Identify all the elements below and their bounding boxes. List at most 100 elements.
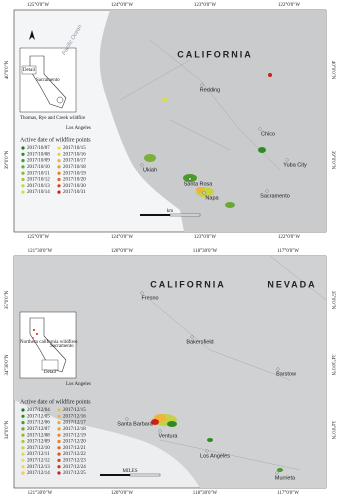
legend-label: 2017/10/07: [27, 146, 50, 151]
city-marker: [200, 83, 204, 87]
legend-swatch: [21, 421, 25, 425]
inset-state: [29, 317, 67, 373]
place-label: Ventura: [159, 433, 179, 439]
legend-swatch: [57, 177, 61, 182]
city-marker: [285, 158, 289, 162]
legend-swatch: [57, 439, 61, 444]
legend-label: 2017/10/31: [63, 190, 86, 195]
inset-detail: Detail: [44, 370, 57, 375]
longitude-label: 125°0'0"W: [27, 235, 49, 240]
inset-detail-box: [41, 359, 59, 371]
city-marker: [202, 191, 206, 195]
inset-marker: [56, 96, 64, 104]
legend-swatch: [21, 414, 25, 418]
scale-bar: [100, 474, 130, 476]
legend-swatch: [57, 408, 61, 412]
place-label: Sacramento: [260, 193, 290, 199]
legend-label: 2017/10/18: [63, 165, 86, 170]
city-marker: [275, 471, 279, 475]
longitude-label: 124°0'0"W: [111, 3, 133, 8]
scale-bar: [140, 214, 170, 216]
legend-swatch: [21, 159, 25, 163]
latitude-label: 40°0'0"N: [5, 60, 10, 79]
inset-city: Sacramento: [50, 344, 74, 349]
legend-title: Active date of wildfire points: [20, 136, 91, 143]
legend-label: 2017/12/05: [27, 414, 50, 419]
legend-label: 2017/12/06: [27, 421, 50, 426]
longitude-label: 120°0'0"W: [111, 249, 133, 254]
place-label: Los Angeles: [200, 453, 230, 459]
legend-label: 2017/10/14: [27, 190, 50, 195]
legend-label: 2017/10/08: [27, 152, 50, 157]
legend-swatch: [57, 458, 61, 462]
legend-label: 2017/10/17: [63, 159, 86, 164]
scale-bar: [169, 213, 201, 217]
legend-swatch: [21, 471, 25, 475]
longitude-label: 122°0'0"W: [278, 235, 300, 240]
legend-swatch: [57, 433, 61, 437]
legend-label: 2017/12/25: [63, 471, 86, 476]
legend-swatch: [57, 446, 61, 450]
legend-swatch: [57, 190, 61, 194]
city-marker: [140, 163, 144, 167]
longitude-label: 118°30'0"W: [193, 249, 218, 254]
latitude-label: 34°30'0"N: [5, 354, 10, 375]
legend-label: 2017/10/12: [27, 178, 50, 183]
scale-bar: [129, 473, 161, 477]
legend-label: 2017/10/10: [27, 165, 50, 170]
legend-label: 2017/12/10: [27, 446, 50, 451]
legend-label: 2017/12/23: [63, 459, 86, 464]
latitude-label: 34°0'0"N: [5, 420, 10, 439]
legend-label: 2017/12/09: [27, 440, 50, 445]
land: [14, 256, 326, 488]
longitude-label: 124°0'0"W: [111, 235, 133, 240]
longitude-label: 120°0'0"W: [111, 491, 133, 496]
legend-label: 2017/12/18: [63, 427, 86, 432]
inset-city: Los Angeles: [66, 382, 91, 387]
region-label: CALIFORNIA: [177, 49, 253, 59]
legend-swatch: [57, 427, 61, 431]
place-label: Barstow: [276, 371, 296, 377]
legend-swatch: [57, 452, 61, 456]
legend-swatch: [21, 439, 25, 444]
longitude-label: 123°0'0"W: [194, 235, 216, 240]
land: [99, 10, 326, 232]
region-label: CALIFORNIA: [150, 279, 226, 289]
legend-label: 2017/12/11: [27, 452, 50, 457]
legend-label: 2017/10/19: [63, 171, 86, 176]
place-label: Bakersfield: [186, 339, 213, 345]
latitude-label: 34°30'0"N: [330, 354, 335, 375]
inset-detail: Detail: [23, 68, 36, 73]
longitude-label: 125°0'0"W: [27, 3, 49, 8]
inset-city: Sacramento: [36, 78, 60, 83]
inset-detail-box: [21, 65, 37, 75]
scale-label: MILES: [123, 469, 138, 474]
city-marker: [205, 449, 209, 453]
place-label: Ukiah: [143, 167, 157, 173]
legend-swatch: [57, 414, 61, 418]
legend-swatch: [57, 471, 61, 475]
legend-label: 2017/12/07: [27, 427, 50, 432]
longitude-label: 117°0'0"W: [277, 249, 299, 254]
legend-label: 2017/12/19: [63, 433, 86, 438]
latitude-label: 39°0'0"N: [330, 151, 335, 170]
legend-swatch: [21, 427, 25, 431]
city-marker: [190, 335, 194, 339]
city-marker: [188, 177, 192, 181]
legend-label: 2017/12/16: [63, 414, 86, 419]
legend-label: 2017/12/15: [63, 408, 86, 413]
scale-label: km: [167, 209, 174, 214]
legend-swatch: [57, 171, 61, 175]
city-marker: [258, 127, 262, 131]
legend-swatch: [21, 452, 25, 456]
latitude-label: 35°0'0"N: [5, 290, 10, 309]
inset-state: [29, 55, 67, 109]
place-label: Redding: [200, 87, 221, 93]
latitude-label: 39°0'0"N: [5, 150, 10, 169]
place-label: Santa Rosa: [184, 181, 214, 187]
place-label: Fresno: [141, 295, 158, 301]
place-label: Chico: [261, 131, 275, 137]
legend-swatch: [21, 408, 25, 412]
legend-label: 2017/10/11: [27, 171, 50, 176]
inset-note: Thomas, Rye and Creek wildfire: [20, 116, 86, 121]
